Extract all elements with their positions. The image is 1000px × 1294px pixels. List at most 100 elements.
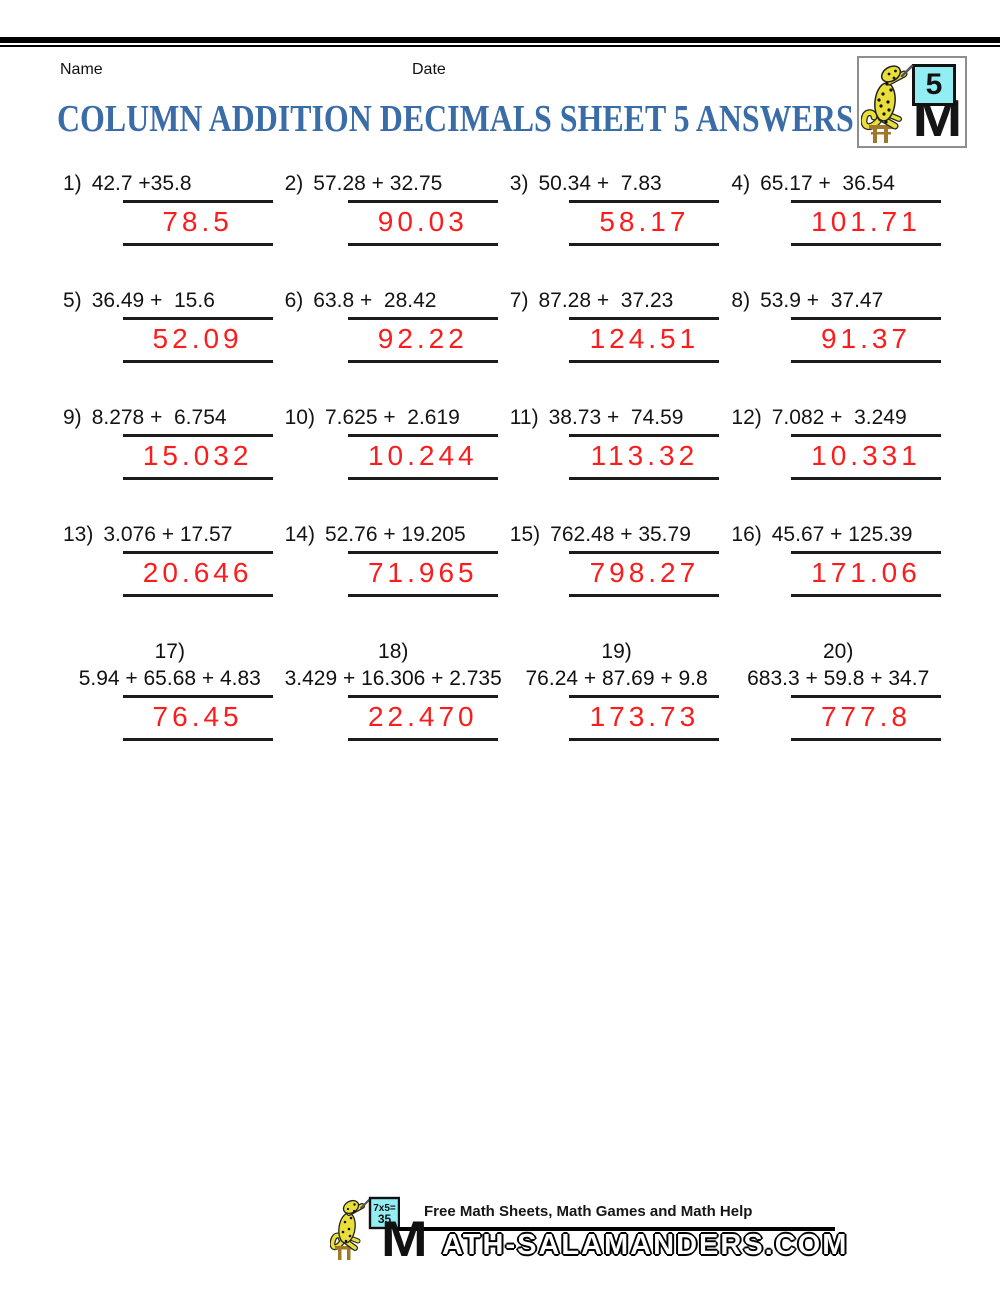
answer-block: 90.03 [347, 200, 498, 246]
problem-cell: 5) 36.49 + 15.6 52.09 [55, 289, 277, 363]
answer-value: 10.331 [811, 440, 921, 471]
problem-number: 11) [509, 406, 539, 429]
problem-number: 1) [63, 172, 82, 195]
problem-number: 8) [731, 289, 751, 312]
answer-line-top [122, 551, 273, 554]
problem-expression: 15) 762.48 + 35.79 [509, 523, 691, 546]
answer-line-bottom [122, 243, 273, 246]
footer-board-line2: 35 [378, 1212, 392, 1226]
answer-line-bottom [790, 243, 941, 246]
problem-expression: 8) 53.9 + 37.47 [731, 289, 884, 312]
answer-block: 777.8 [790, 695, 941, 741]
answer-line-top [790, 434, 941, 437]
answer-block: 22.470 [347, 695, 498, 741]
problem-expression: 5.94 + 65.68 + 4.83 [78, 667, 261, 690]
answer-block: 92.22 [347, 317, 498, 363]
answer-value: 777.8 [820, 701, 912, 732]
date-label: Date [412, 61, 446, 78]
problem-expression: 2) 57.28 + 32.75 [284, 172, 443, 195]
problem-cell: 13) 3.076 + 17.57 20.646 [55, 523, 277, 597]
problem-expression: 5) 36.49 + 15.6 [63, 289, 215, 312]
problem-expression: 4) 65.17 + 36.54 [731, 172, 895, 195]
answer-block: 171.06 [790, 551, 941, 597]
problem-number: 15) [509, 523, 541, 546]
answer-value: 124.51 [589, 323, 700, 354]
answer-block: 798.27 [569, 551, 720, 597]
answer-block: 20.646 [122, 551, 273, 597]
problem-expression: 10) 7.625 + 2.619 [284, 406, 460, 429]
problem-cell: 12) 7.082 + 3.249 10.331 [723, 406, 945, 480]
answer-line-top [122, 695, 273, 698]
answer-line-top [569, 551, 720, 554]
answer-line-bottom [122, 738, 273, 741]
problem-cell: 11) 38.73 + 74.59 113.32 [502, 406, 724, 480]
answer-line-top [122, 434, 273, 437]
problem-number: 12) [731, 406, 762, 429]
answer-line-top [790, 551, 941, 554]
answer-value: 171.06 [811, 557, 921, 588]
answer-line-bottom [122, 477, 273, 480]
answer-line-top [790, 317, 941, 320]
answer-value: 798.27 [589, 557, 700, 588]
problem-cell: 19) 76.24 + 87.69 + 9.8 173.73 [502, 640, 724, 741]
problem-number: 17) [154, 640, 185, 663]
sheet-logo: M 5 [857, 56, 967, 148]
problem-number: 19) [601, 640, 632, 663]
problem-cell: 10) 7.625 + 2.619 10.244 [277, 406, 502, 480]
problem-number: 7) [509, 289, 529, 312]
problem-number: 13) [63, 523, 94, 546]
answer-line-top [790, 200, 941, 203]
answer-value: 15.032 [142, 440, 253, 471]
problem-number: 18) [378, 640, 409, 663]
problem-expression: 1) 42.7 +35.8 [63, 172, 192, 195]
problem-cell: 7) 87.28 + 37.23 124.51 [502, 289, 724, 363]
answer-value: 173.73 [589, 701, 700, 732]
problem-number: 2) [284, 172, 304, 195]
answer-line-top [569, 434, 720, 437]
answer-line-top [569, 317, 720, 320]
answer-line-top [347, 200, 498, 203]
answer-value: 20.646 [142, 557, 253, 588]
problem-expression: 76.24 + 87.69 + 9.8 [525, 667, 708, 690]
problem-cell: 17) 5.94 + 65.68 + 4.83 76.45 [55, 640, 277, 741]
answer-line-bottom [569, 477, 720, 480]
answer-value: 76.45 [152, 701, 243, 732]
problem-expression: 11) 38.73 + 74.59 [509, 406, 684, 429]
problem-cell: 9) 8.278 + 6.754 15.032 [55, 406, 277, 480]
answer-line-bottom [347, 243, 498, 246]
answer-value: 22.470 [367, 701, 478, 732]
problem-cell: 16) 45.67 + 125.39 171.06 [723, 523, 945, 597]
problem-expression: 3) 50.34 + 7.83 [509, 172, 662, 195]
answer-line-bottom [569, 594, 720, 597]
problem-expression: 6) 63.8 + 28.42 [284, 289, 437, 312]
problem-number: 3) [509, 172, 529, 195]
problem-expression: 3.429 + 16.306 + 2.735 [284, 667, 502, 690]
answer-block: 52.09 [122, 317, 273, 363]
answer-block: 76.45 [122, 695, 273, 741]
problem-expression: 13) 3.076 + 17.57 [63, 523, 233, 546]
problem-cell: 20) 683.3 + 59.8 + 34.7 777.8 [723, 640, 945, 741]
problem-cell: 15) 762.48 + 35.79 798.27 [502, 523, 724, 597]
answer-line-bottom [347, 738, 498, 741]
answer-block: 10.331 [790, 434, 941, 480]
problem-cell: 4) 65.17 + 36.54 101.71 [723, 172, 945, 246]
problem-cell: 1) 42.7 +35.8 78.5 [55, 172, 277, 246]
answer-line-bottom [569, 738, 720, 741]
page-title: COLUMN ADDITION DECIMALS SHEET 5 ANSWERS [57, 98, 854, 140]
problem-cell: 3) 50.34 + 7.83 58.17 [502, 172, 724, 246]
problem-expression: 9) 8.278 + 6.754 [63, 406, 227, 429]
answer-line-top [347, 551, 498, 554]
sheet-number-card: 5 [912, 64, 956, 106]
answer-line-top [347, 695, 498, 698]
problem-expression: 683.3 + 59.8 + 34.7 [747, 667, 930, 690]
problem-number: 16) [731, 523, 762, 546]
answer-line-top [347, 317, 498, 320]
answer-line-bottom [569, 360, 720, 363]
problem-expression: 12) 7.082 + 3.249 [731, 406, 907, 429]
answer-line-bottom [790, 477, 941, 480]
answer-line-bottom [347, 360, 498, 363]
problem-expression: 7) 87.28 + 37.23 [509, 289, 674, 312]
answer-value: 71.965 [367, 557, 478, 588]
answer-value: 113.32 [590, 440, 699, 471]
answer-block: 91.37 [790, 317, 941, 363]
